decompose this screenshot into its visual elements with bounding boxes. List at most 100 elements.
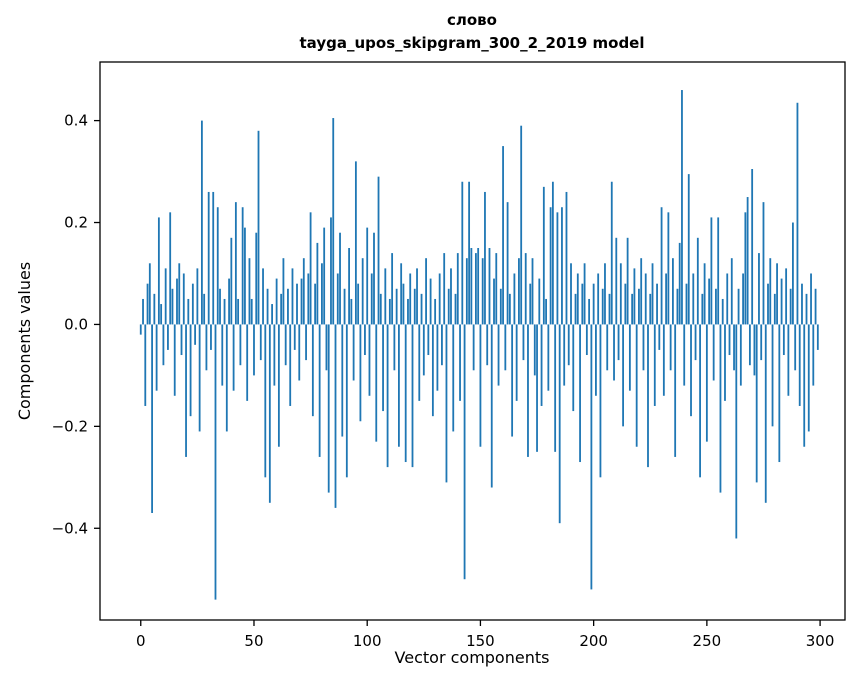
bar [649, 293, 652, 325]
bar [239, 324, 242, 366]
bar [511, 324, 514, 437]
bar [667, 212, 670, 325]
bar [361, 258, 364, 325]
bar [271, 304, 273, 325]
bar [796, 102, 799, 325]
bar [601, 288, 604, 325]
bar [760, 324, 763, 361]
bar [744, 212, 747, 325]
bar [769, 258, 772, 325]
bar [203, 293, 206, 325]
bar [151, 324, 153, 513]
bar [445, 324, 448, 483]
bar [148, 263, 151, 325]
bar [735, 324, 738, 539]
bar [681, 90, 683, 325]
bar [311, 324, 314, 417]
bar [619, 263, 622, 325]
plot-spines [99, 61, 846, 621]
bar [318, 324, 321, 457]
bar [653, 324, 656, 406]
bar [189, 324, 192, 417]
bar [309, 212, 312, 325]
bar [493, 278, 495, 325]
bar [739, 324, 742, 386]
bar [332, 118, 335, 325]
bar [753, 324, 756, 376]
bar [146, 283, 149, 325]
bar [323, 227, 326, 325]
bar [345, 324, 348, 478]
bar [495, 253, 498, 325]
bar [771, 324, 774, 427]
bar [628, 324, 631, 391]
bar [425, 258, 427, 325]
bar [459, 324, 461, 401]
bar [456, 253, 459, 325]
bar [409, 273, 412, 325]
bar [524, 253, 527, 325]
bar [388, 298, 391, 325]
bar [542, 186, 545, 325]
bar [792, 222, 794, 325]
bar [289, 324, 292, 406]
bar [486, 324, 489, 366]
bar [180, 324, 183, 356]
bar [207, 191, 210, 325]
bar [262, 268, 264, 325]
bar [200, 120, 203, 325]
bar [450, 268, 452, 325]
bar [364, 324, 366, 356]
bar [248, 258, 251, 325]
bar [325, 324, 328, 371]
x-tick-label: 100 [353, 632, 382, 650]
bar [282, 258, 285, 325]
bar [221, 324, 224, 386]
y-tick-label: 0.4 [64, 112, 88, 130]
y-axis-label: Components values [15, 262, 34, 420]
bar [407, 298, 409, 325]
bar [812, 324, 815, 386]
bar [167, 324, 169, 350]
bar [185, 324, 187, 457]
bar [558, 324, 561, 524]
bar [712, 324, 715, 381]
bar [402, 283, 405, 325]
bar [490, 324, 493, 488]
bar [615, 237, 618, 325]
bar [633, 268, 636, 325]
bar [764, 324, 767, 503]
bar [481, 258, 484, 325]
bar [268, 324, 271, 503]
bar [187, 298, 190, 325]
bar [518, 258, 520, 325]
bar [676, 288, 679, 325]
bar [438, 273, 441, 325]
bar [153, 293, 156, 325]
bar [465, 258, 468, 325]
bar [173, 324, 176, 396]
bar [624, 283, 627, 325]
ticks-group: 0 50 100 150 200 250 300 −0.4 −0.2 0.0 0.2 0.4 [52, 112, 835, 650]
bar [694, 324, 697, 361]
bar [572, 324, 575, 412]
bar [246, 324, 249, 401]
bar [803, 324, 806, 447]
bar [479, 324, 482, 447]
chart-subtitle: tayga_upos_skipgram_300_2_2019 model [300, 34, 645, 52]
bar [307, 273, 310, 325]
bar [683, 324, 686, 386]
bar [554, 324, 557, 452]
bar [461, 181, 464, 325]
bar [497, 324, 500, 386]
bar [196, 268, 199, 325]
bar [314, 283, 317, 325]
bar [794, 324, 797, 371]
bars-group [139, 90, 819, 600]
bar [730, 258, 733, 325]
bar [330, 217, 332, 325]
bar [259, 324, 262, 361]
bar [574, 293, 577, 325]
bar [316, 242, 319, 325]
bar [782, 324, 785, 356]
